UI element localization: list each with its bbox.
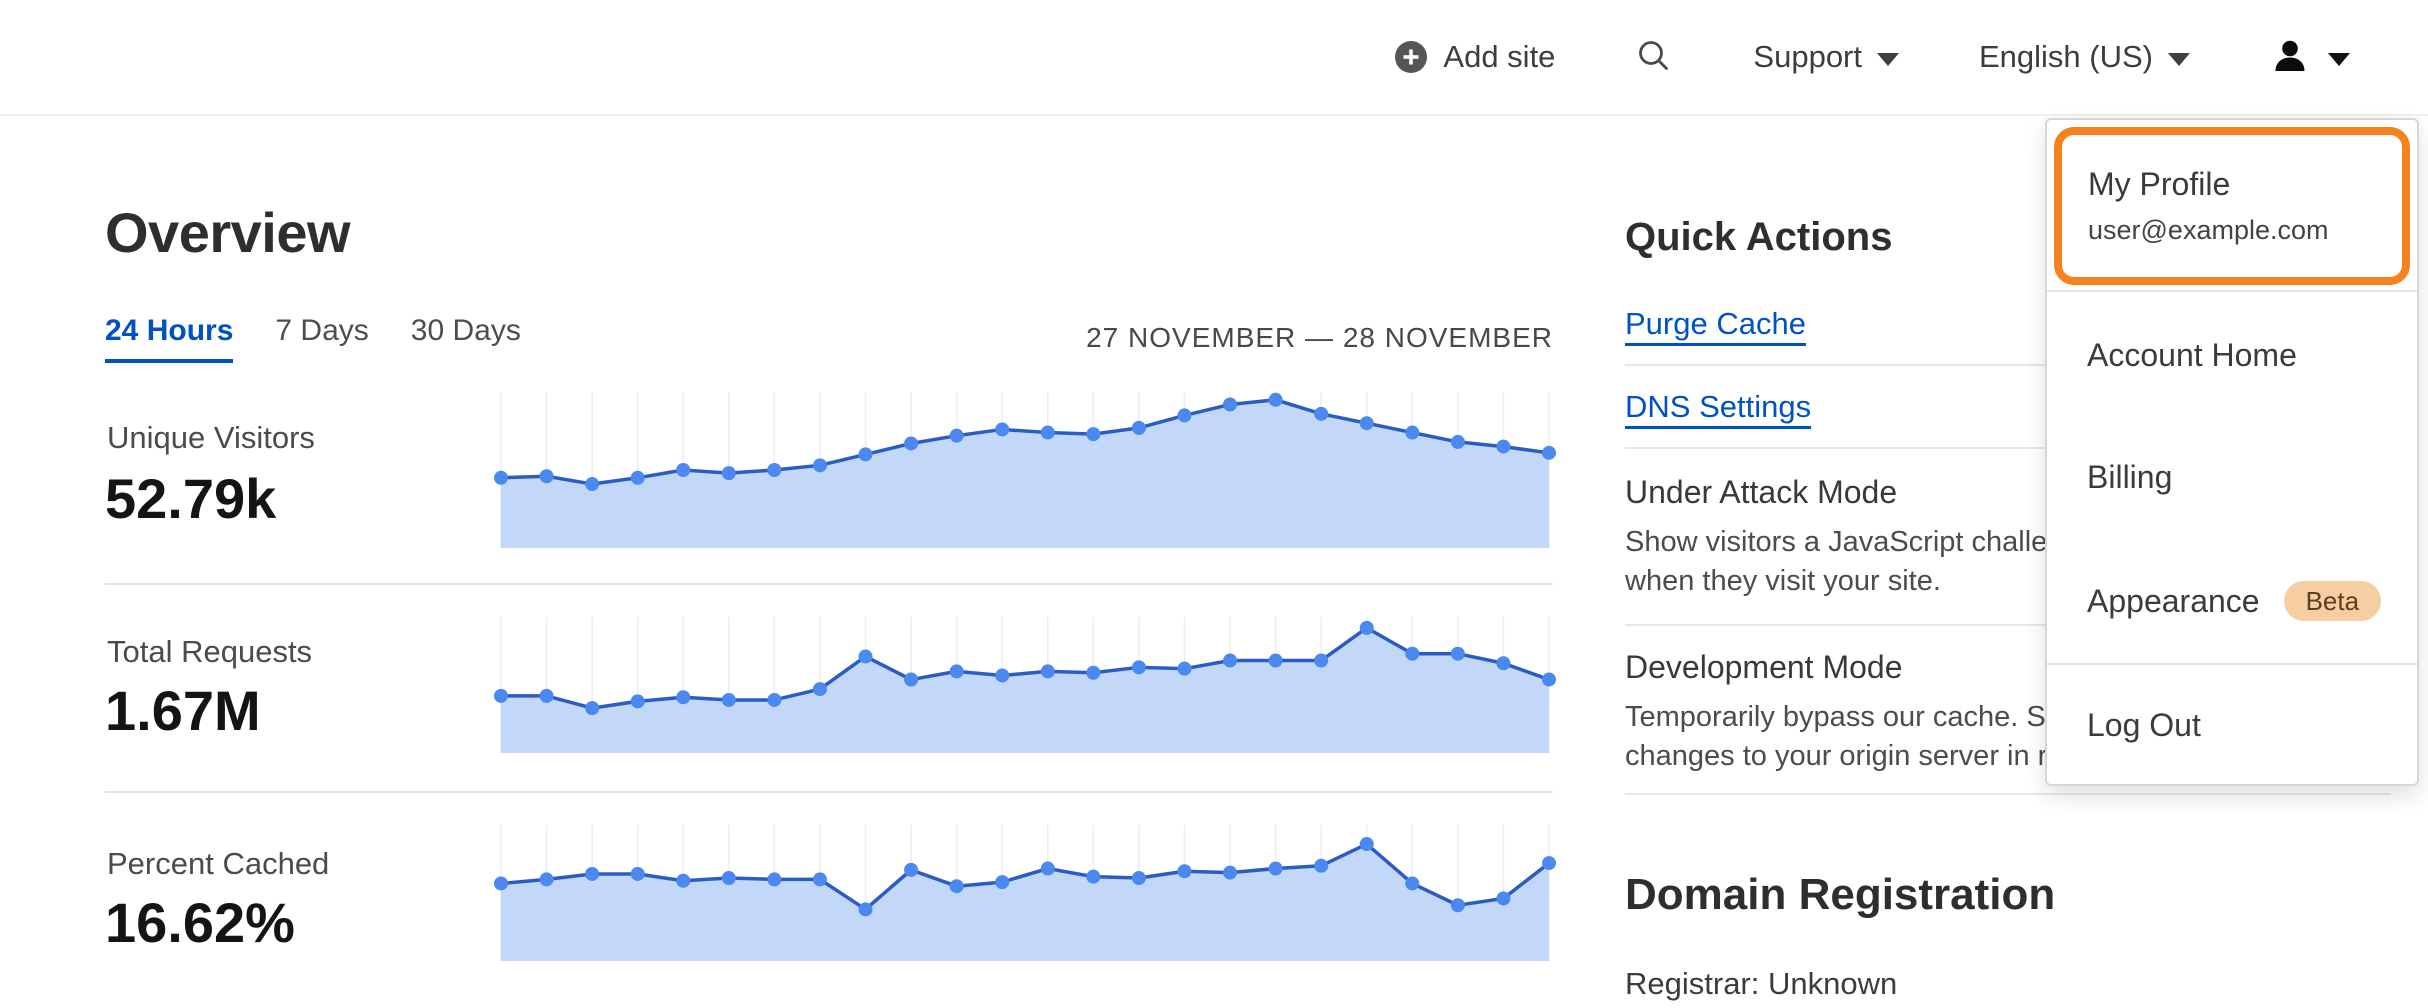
menu-divider	[2047, 663, 2417, 665]
user-dropdown-menu: My Profile user@example.com Account Home…	[2045, 118, 2419, 786]
user-avatar-icon	[2270, 37, 2310, 77]
support-menu[interactable]: Support	[1753, 39, 1899, 75]
appearance-label: Appearance	[2087, 582, 2260, 619]
quick-actions-title: Quick Actions	[1625, 215, 1893, 259]
billing-menu-item[interactable]: Billing	[2087, 454, 2172, 500]
account-home-label: Account Home	[2087, 336, 2297, 373]
domain-registration-title: Domain Registration	[1625, 870, 2056, 919]
plus-circle-icon	[1394, 40, 1428, 74]
divider	[1625, 624, 2391, 626]
page-title: Overview	[105, 201, 351, 264]
chevron-down-icon	[2168, 52, 2190, 66]
divider	[105, 791, 1553, 793]
top-nav: Add site Support English (US)	[0, 0, 2428, 116]
stat-value-total-requests: 1.67M	[105, 679, 261, 742]
stat-label-unique-visitors: Unique Visitors	[107, 420, 315, 455]
my-profile-menu-item[interactable]: My Profile user@example.com	[2054, 127, 2410, 285]
under-attack-mode-description: when they visit your site.	[1625, 565, 1941, 597]
divider	[105, 583, 1553, 585]
menu-divider	[2047, 290, 2417, 292]
profile-email: user@example.com	[2088, 215, 2329, 245]
log-out-label: Log Out	[2087, 706, 2201, 743]
beta-badge: Beta	[2283, 581, 2382, 621]
purge-cache-link[interactable]: Purge Cache	[1625, 306, 1806, 341]
billing-label: Billing	[2087, 458, 2173, 495]
stat-label-total-requests: Total Requests	[107, 634, 313, 669]
tab-7-days[interactable]: 7 Days	[275, 314, 369, 347]
search-button[interactable]	[1635, 38, 1673, 76]
divider	[1625, 447, 2391, 449]
tab-30-days[interactable]: 30 Days	[410, 314, 521, 347]
dns-settings-link[interactable]: DNS Settings	[1625, 389, 1812, 424]
language-label: English (US)	[1979, 39, 2153, 74]
add-site-button[interactable]: Add site	[1394, 39, 1555, 75]
development-mode-description: Temporarily bypass our cache. See	[1625, 701, 2078, 733]
registrar-label: Registrar: Unknown	[1625, 966, 1898, 1001]
divider	[1625, 793, 2391, 795]
chevron-down-icon	[2328, 52, 2350, 66]
stat-value-unique-visitors: 52.79k	[105, 467, 277, 530]
tab-24-hours[interactable]: 24 Hours	[105, 314, 234, 363]
divider	[1625, 364, 2391, 366]
my-profile-label: My Profile	[2088, 166, 2231, 202]
unique-visitors-chart	[494, 392, 1556, 548]
appearance-menu-item[interactable]: Appearance Beta	[2087, 578, 2382, 624]
development-mode-title: Development Mode	[1625, 649, 1903, 685]
stat-label-percent-cached: Percent Cached	[107, 846, 330, 881]
log-out-menu-item[interactable]: Log Out	[2087, 702, 2201, 748]
user-menu-button[interactable]	[2270, 37, 2350, 77]
search-icon	[1635, 38, 1673, 76]
percent-cached-chart	[494, 825, 1556, 961]
under-attack-mode-title: Under Attack Mode	[1625, 474, 1898, 510]
language-menu[interactable]: English (US)	[1979, 39, 2190, 75]
chevron-down-icon	[1877, 52, 1899, 66]
account-home-menu-item[interactable]: Account Home	[2087, 332, 2297, 378]
support-label: Support	[1753, 39, 1862, 74]
date-range-label: 27 NOVEMBER — 28 NOVEMBER	[1086, 322, 1553, 353]
add-site-label: Add site	[1443, 39, 1556, 74]
under-attack-mode-description: Show visitors a JavaScript challenge	[1625, 526, 2096, 558]
total-requests-chart	[494, 617, 1556, 753]
stat-value-percent-cached: 16.62%	[105, 891, 295, 954]
time-range-tabs: 24 Hours 7 Days 30 Days	[105, 314, 521, 363]
